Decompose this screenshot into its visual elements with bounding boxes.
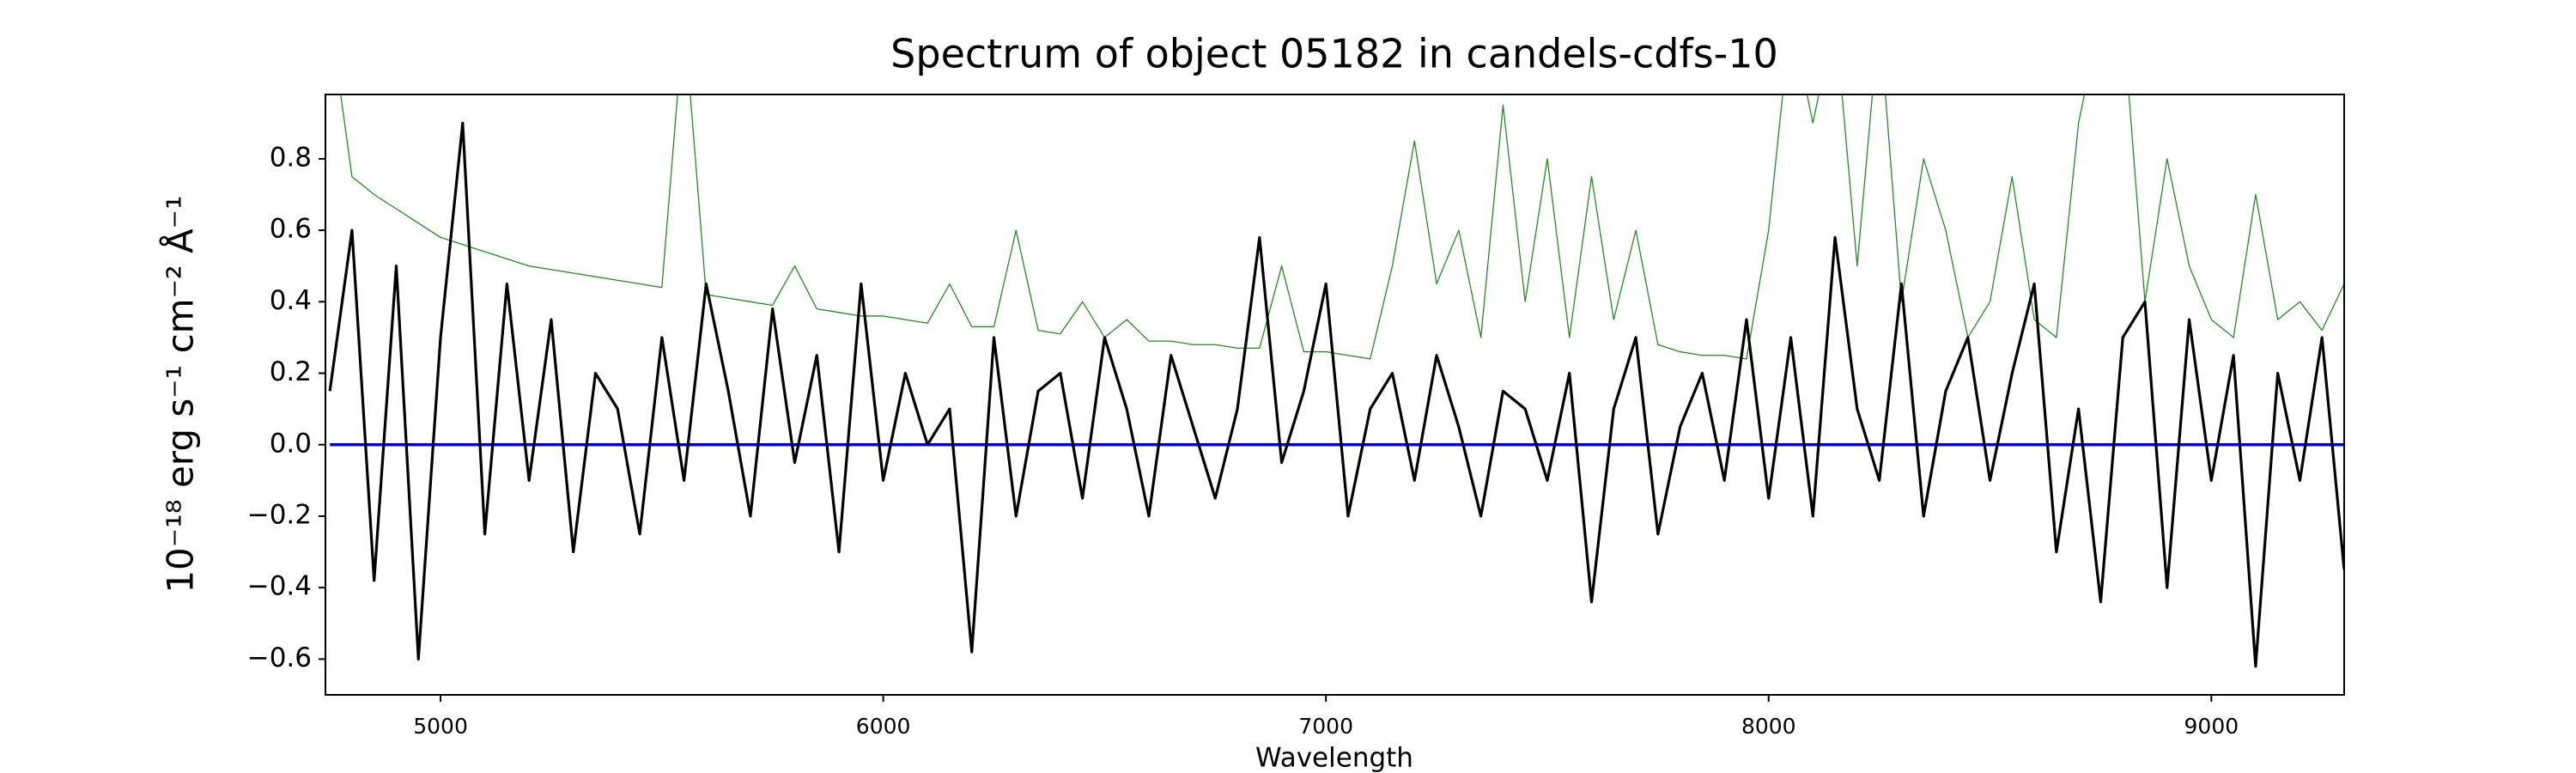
plot-frame — [325, 94, 2345, 696]
spectrum-line — [328, 121, 2344, 668]
y-tick-label: −0.2 — [247, 499, 312, 530]
y-tick-label: −0.4 — [247, 571, 312, 602]
y-tick-label: 0.0 — [270, 428, 312, 459]
y-axis-label: 10⁻¹⁸ erg s⁻¹ cm⁻² Å⁻¹ — [159, 195, 202, 593]
x-tick-label: 9000 — [2184, 714, 2239, 739]
x-tick-label: 5000 — [413, 714, 468, 739]
x-tick-label: 6000 — [856, 714, 911, 739]
x-tick-label: 7000 — [1298, 714, 1353, 739]
y-tick-label: 0.6 — [270, 214, 312, 245]
spectrum-line — [340, 94, 2344, 360]
y-tick-label: 0.8 — [270, 142, 312, 173]
chart-title: Spectrum of object 05182 in candels-cdfs… — [890, 31, 1778, 77]
x-axis-label: Wavelength — [1255, 743, 1413, 773]
y-tick-label: −0.6 — [247, 642, 312, 673]
plot-lines — [328, 94, 2344, 668]
y-tick-label: 0.4 — [270, 285, 312, 316]
y-tick-label: 0.2 — [270, 356, 312, 387]
x-tick-label: 8000 — [1741, 714, 1796, 739]
